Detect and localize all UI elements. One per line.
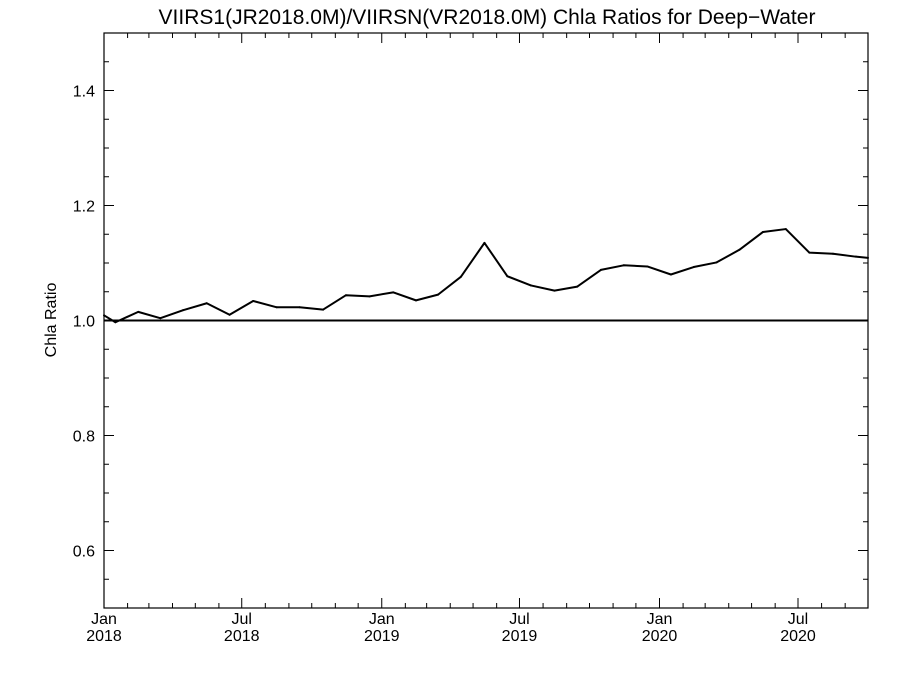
data-point [831,252,834,255]
plot-marks [103,228,869,324]
data-point [529,284,532,287]
plot-frame [103,32,869,609]
data-point [692,266,695,269]
data-point [114,321,117,324]
data-point [576,285,579,288]
x-tick-month-label: Jan [91,611,117,628]
series-line [103,228,869,324]
data-point [854,255,857,258]
data-point [784,228,787,231]
y-axis-ticks: 0.6 0.8 1.0 1.2 1.4 [73,32,868,609]
data-point [414,299,417,302]
data-point [182,309,185,312]
data-point [483,241,486,244]
chart-title: VIIRS1(JR2018.0M)/VIIRSN(VR2018.0M) Chla… [159,6,816,29]
data-point [669,273,672,276]
data-point [622,264,625,267]
x-tick-year-label: 2018 [224,628,260,645]
data-point [437,293,440,296]
x-tick-month-label: Jul [232,611,252,628]
data-point [252,299,255,302]
x-tick-year-label: 2019 [502,628,538,645]
data-point [715,261,718,264]
y-tick-label: 1.0 [73,314,95,331]
data-point [275,306,278,309]
data-point [137,310,140,313]
x-tick-year-label: 2019 [364,628,400,645]
data-point [298,306,301,309]
data-point [205,302,208,305]
x-tick-month-label: Jan [647,611,673,628]
data-point [808,251,811,254]
x-tick-year-label: 2020 [642,628,678,645]
data-point [459,275,462,278]
y-axis-label: Chla Ratio [43,283,60,358]
x-axis-ticks: Jan2018Jul2018Jan2019Jul2019Jan2020Jul20… [86,33,869,645]
y-tick-label: 0.8 [73,429,95,446]
data-point [392,291,395,294]
data-point [761,230,764,233]
x-tick-year-label: 2018 [86,628,122,645]
data-point [646,265,649,268]
x-tick-month-label: Jul [509,611,529,628]
data-point [228,313,231,316]
data-point [738,248,741,251]
data-point [553,289,556,292]
x-tick-year-label: 2020 [780,628,816,645]
data-point [322,308,325,311]
data-point [368,295,371,298]
y-tick-label: 1.4 [73,84,95,101]
y-tick-label: 1.2 [73,199,95,216]
x-tick-month-label: Jan [369,611,395,628]
data-point [506,275,509,278]
y-tick-label: 0.6 [73,544,95,561]
data-point [599,268,602,271]
data-point [159,317,162,320]
x-tick-month-label: Jul [788,611,808,628]
data-point [344,294,347,297]
